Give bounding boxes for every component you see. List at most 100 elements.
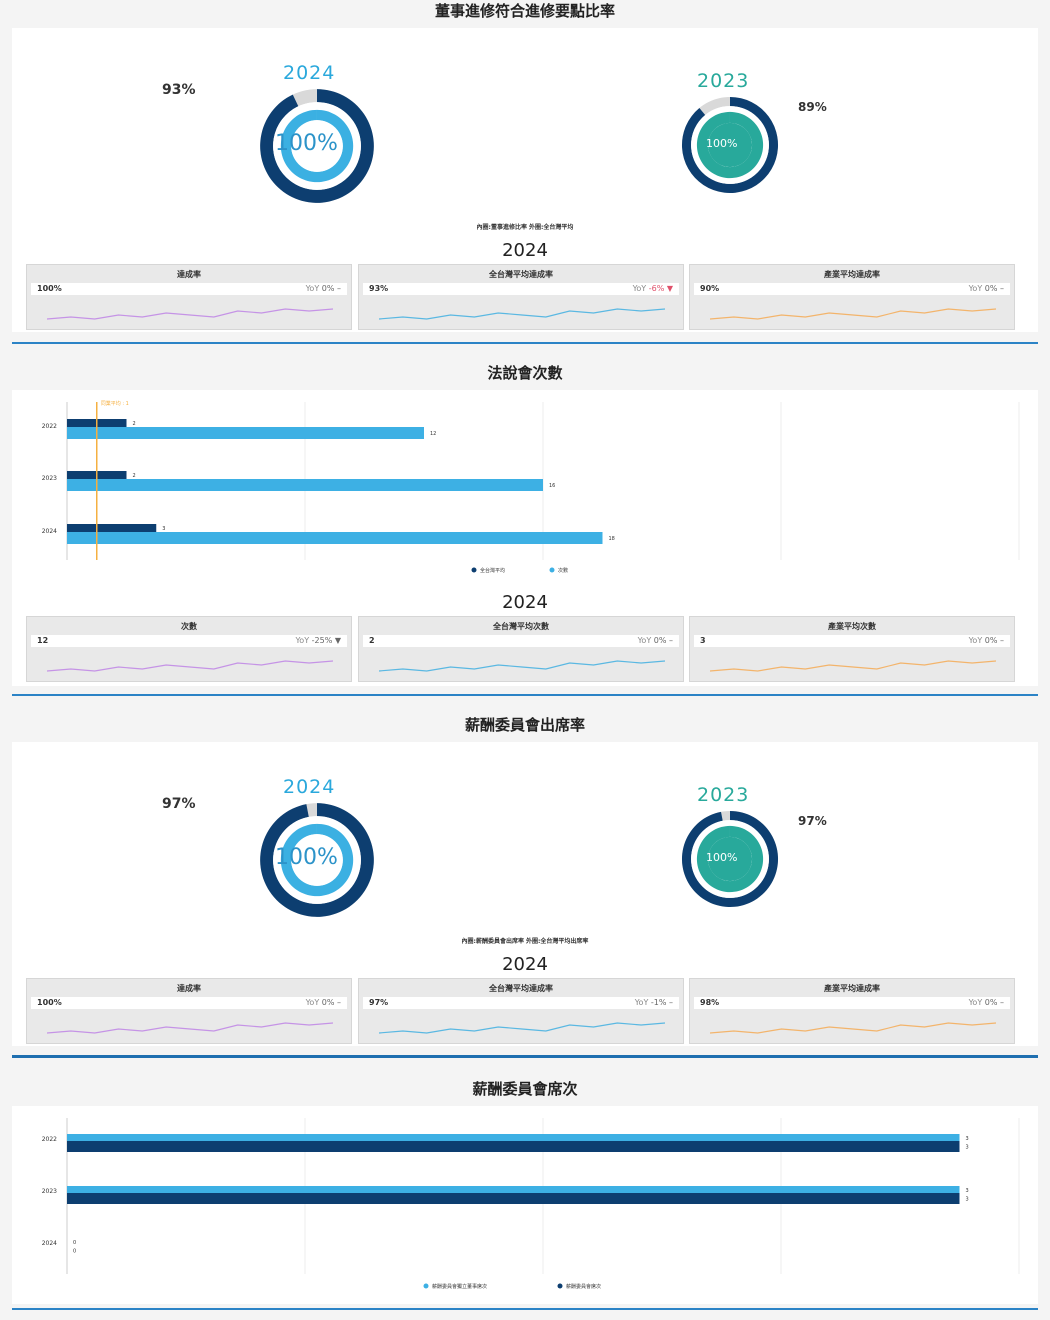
donut-year-right: 2023 xyxy=(697,70,750,92)
kpi-delta: 0% – xyxy=(321,284,341,293)
y-tick-label: 2023 xyxy=(42,475,57,482)
kpi-value-row: 100% YoY 0% – xyxy=(31,283,347,295)
kpi-delta: -25% ▼ xyxy=(311,636,341,645)
bar xyxy=(67,1186,960,1194)
donut-inner-arc xyxy=(696,825,764,893)
reference-line-label: 同業平均 : 1 xyxy=(101,400,129,407)
legend-marker xyxy=(423,1283,429,1289)
legend-label: 薪酬委員會獨立董事席次 xyxy=(432,1283,487,1290)
kpi-card: 次數 12 YoY -25% ▼ xyxy=(26,616,352,682)
bar xyxy=(67,1134,960,1142)
kpi-value: 2 xyxy=(369,636,375,645)
donut-hole xyxy=(707,836,753,882)
sparkline-path xyxy=(710,660,996,672)
section-title-briefing-count: 法說會次數 xyxy=(487,364,563,382)
kpi-sparkline xyxy=(710,660,996,672)
donut-outer-pct-left: 97% xyxy=(162,796,196,812)
bar-data-label: 2 xyxy=(133,421,136,427)
bar xyxy=(67,1193,960,1204)
donut-gap xyxy=(691,820,769,898)
kpi-title: 全台灣平均次數 xyxy=(493,622,549,631)
bar-data-label: 0 xyxy=(73,1249,76,1255)
bar-data-label: 3 xyxy=(966,1188,969,1194)
donut-inner-arc xyxy=(696,111,764,179)
donut-hole xyxy=(291,834,343,886)
y-tick-label: 2024 xyxy=(42,1240,57,1247)
donut-chart-left xyxy=(260,803,374,917)
bar xyxy=(67,1141,960,1152)
legend-marker xyxy=(557,1283,563,1289)
kpi-title: 全台灣平均達成率 xyxy=(489,270,553,279)
donut-chart-right xyxy=(681,810,779,908)
donut-year-left: 2024 xyxy=(283,62,336,84)
kpi-change: YoY -25% ▼ xyxy=(295,636,341,645)
legend-marker xyxy=(471,567,477,573)
kpi-value-row: 12 YoY -25% ▼ xyxy=(31,635,347,647)
donut-gap xyxy=(691,106,769,184)
kpi-title: 產業平均達成率 xyxy=(824,984,880,993)
kpi-change: YoY 0% – xyxy=(968,284,1004,293)
section-divider xyxy=(12,1308,1038,1310)
kpi-value-row: 98% YoY 0% – xyxy=(694,997,1010,1009)
comp-seats-bar-chart: 2022 3 3 2023 3 3 2024 0 0 薪酬委員會獨立董事席次 薪酬委員會席次 xyxy=(42,1118,1020,1290)
kpi-sparkline xyxy=(379,308,665,320)
section-title-comp-attendance: 薪酬委員會出席率 xyxy=(464,716,585,734)
bar-data-label: 16 xyxy=(549,483,555,489)
kpi-delta: -6% ▼ xyxy=(648,284,673,293)
kpi-card: 全台灣平均達成率 97% YoY -1% – xyxy=(358,978,684,1044)
sparkline-path xyxy=(47,660,333,672)
donut-outer-pct-left: 93% xyxy=(162,82,196,98)
bar-data-label: 3 xyxy=(966,1136,969,1142)
bar xyxy=(67,532,603,544)
kpi-card: 達成率 100% YoY 0% – xyxy=(26,264,352,330)
bar-data-label: 3 xyxy=(966,1197,969,1203)
kpi-value: 93% xyxy=(369,284,389,293)
bar-data-label: 3 xyxy=(162,526,165,532)
kpi-value: 97% xyxy=(369,998,389,1007)
legend-label: 薪酬委員會席次 xyxy=(566,1283,601,1290)
section-title-director-training: 董事進修符合進修要點比率 xyxy=(434,2,615,20)
donut-chart-right xyxy=(681,96,779,194)
donut-center-left: 100% xyxy=(275,845,338,870)
sparkline-path xyxy=(379,308,665,320)
kpi-card: 達成率 100% YoY 0% – xyxy=(26,978,352,1044)
kpi-change: YoY 0% – xyxy=(968,636,1004,645)
kpi-value-row: 97% YoY -1% – xyxy=(363,997,679,1009)
kpi-value: 3 xyxy=(700,636,706,645)
kpi-sparkline xyxy=(47,1022,333,1034)
kpi-title: 產業平均達成率 xyxy=(824,270,880,279)
bar-data-label: 3 xyxy=(966,1145,969,1151)
legend-label: 全台灣平均 xyxy=(480,567,505,574)
y-tick-label: 2023 xyxy=(42,1188,57,1195)
kpi-value: 100% xyxy=(37,998,62,1007)
y-tick-label: 2024 xyxy=(42,528,57,535)
sparkline-path xyxy=(379,1022,665,1034)
kpi-card: 產業平均次數 3 YoY 0% – xyxy=(689,616,1015,682)
section-divider xyxy=(12,1055,1038,1058)
donut-legend: 內圈:董事進修比率 外圈:全台灣平均 xyxy=(476,224,574,231)
donut-outer-pct-right: 97% xyxy=(798,814,827,828)
sparkline-path xyxy=(47,308,333,320)
kpi-sparkline xyxy=(710,308,996,320)
kpi-change: YoY -1% – xyxy=(634,998,673,1007)
y-tick-label: 2022 xyxy=(42,1136,57,1143)
kpi-title: 達成率 xyxy=(177,984,201,993)
kpi-value: 98% xyxy=(700,998,720,1007)
kpi-value-row: 2 YoY 0% – xyxy=(363,635,679,647)
donut-gap xyxy=(273,816,361,904)
kpi-delta: -1% – xyxy=(650,998,673,1007)
kpi-card: 全台灣平均次數 2 YoY 0% – xyxy=(358,616,684,682)
kpi-value-row: 3 YoY 0% – xyxy=(694,635,1010,647)
kpi-change: YoY 0% – xyxy=(305,284,341,293)
legend-label: 次數 xyxy=(558,567,568,574)
kpi-sparkline xyxy=(710,1022,996,1034)
sparkline-path xyxy=(379,660,665,672)
kpi-year-label: 2024 xyxy=(502,592,548,613)
section-title-comp-seats: 薪酬委員會席次 xyxy=(472,1080,578,1098)
kpi-title: 產業平均次數 xyxy=(828,622,876,631)
section-divider xyxy=(12,694,1038,696)
donut-year-left: 2024 xyxy=(283,776,336,798)
donut-hole xyxy=(291,120,343,172)
donut-center-left: 100% xyxy=(275,131,338,156)
kpi-value-row: 90% YoY 0% – xyxy=(694,283,1010,295)
